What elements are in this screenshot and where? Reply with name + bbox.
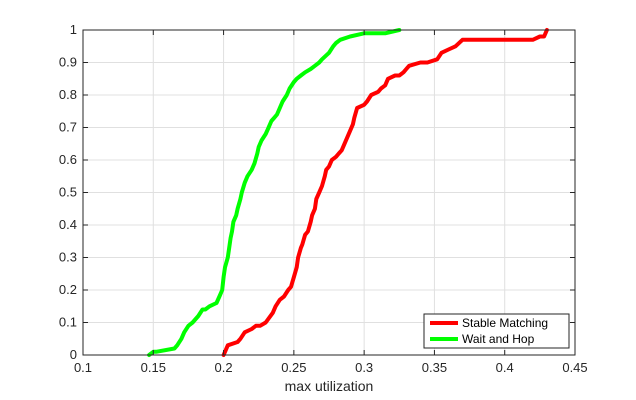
legend-box bbox=[423, 313, 570, 349]
series-line-stable-matching bbox=[221, 28, 549, 357]
x-tick-label: 0.4 bbox=[496, 360, 514, 375]
legend-label-wait-and-hop: Wait and Hop bbox=[462, 332, 535, 346]
legend: Stable Matching Wait and Hop bbox=[423, 313, 570, 349]
grid bbox=[82, 29, 576, 356]
legend-label-stable-matching: Stable Matching bbox=[462, 316, 548, 330]
x-tick-label: 0.2 bbox=[215, 360, 233, 375]
x-tick-label: 0.45 bbox=[562, 360, 587, 375]
y-tick-label: 0.4 bbox=[59, 217, 77, 232]
series-line-wait-and-hop bbox=[147, 28, 402, 357]
y-tick-label: 0.5 bbox=[59, 185, 77, 200]
y-tick-label: 0.3 bbox=[59, 250, 77, 265]
y-tick-label: 0.9 bbox=[59, 55, 77, 70]
y-tick-label: 0.8 bbox=[59, 87, 77, 102]
x-tick-label: 0.15 bbox=[141, 360, 166, 375]
series-layer bbox=[147, 28, 549, 357]
x-tick-label: 0.25 bbox=[281, 360, 306, 375]
y-tick-label: 0.6 bbox=[59, 152, 77, 167]
x-tick-labels: 0.1 0.15 0.2 0.25 0.3 0.35 0.4 0.45 bbox=[74, 360, 588, 375]
x-tick-label: 0.1 bbox=[74, 360, 92, 375]
x-tick-label: 0.3 bbox=[355, 360, 373, 375]
y-tick-label: 0.2 bbox=[59, 282, 77, 297]
y-tick-label: 0.7 bbox=[59, 120, 77, 135]
ticks bbox=[82, 29, 576, 356]
y-tick-labels: 0 0.1 0.2 0.3 0.4 0.5 0.6 0.7 0.8 0.9 1 bbox=[59, 22, 77, 362]
x-tick-label: 0.35 bbox=[422, 360, 447, 375]
y-tick-label: 0 bbox=[70, 347, 77, 362]
x-axis-label: max utilization bbox=[285, 378, 374, 394]
y-tick-label: 0.1 bbox=[59, 315, 77, 330]
y-tick-label: 1 bbox=[70, 22, 77, 37]
